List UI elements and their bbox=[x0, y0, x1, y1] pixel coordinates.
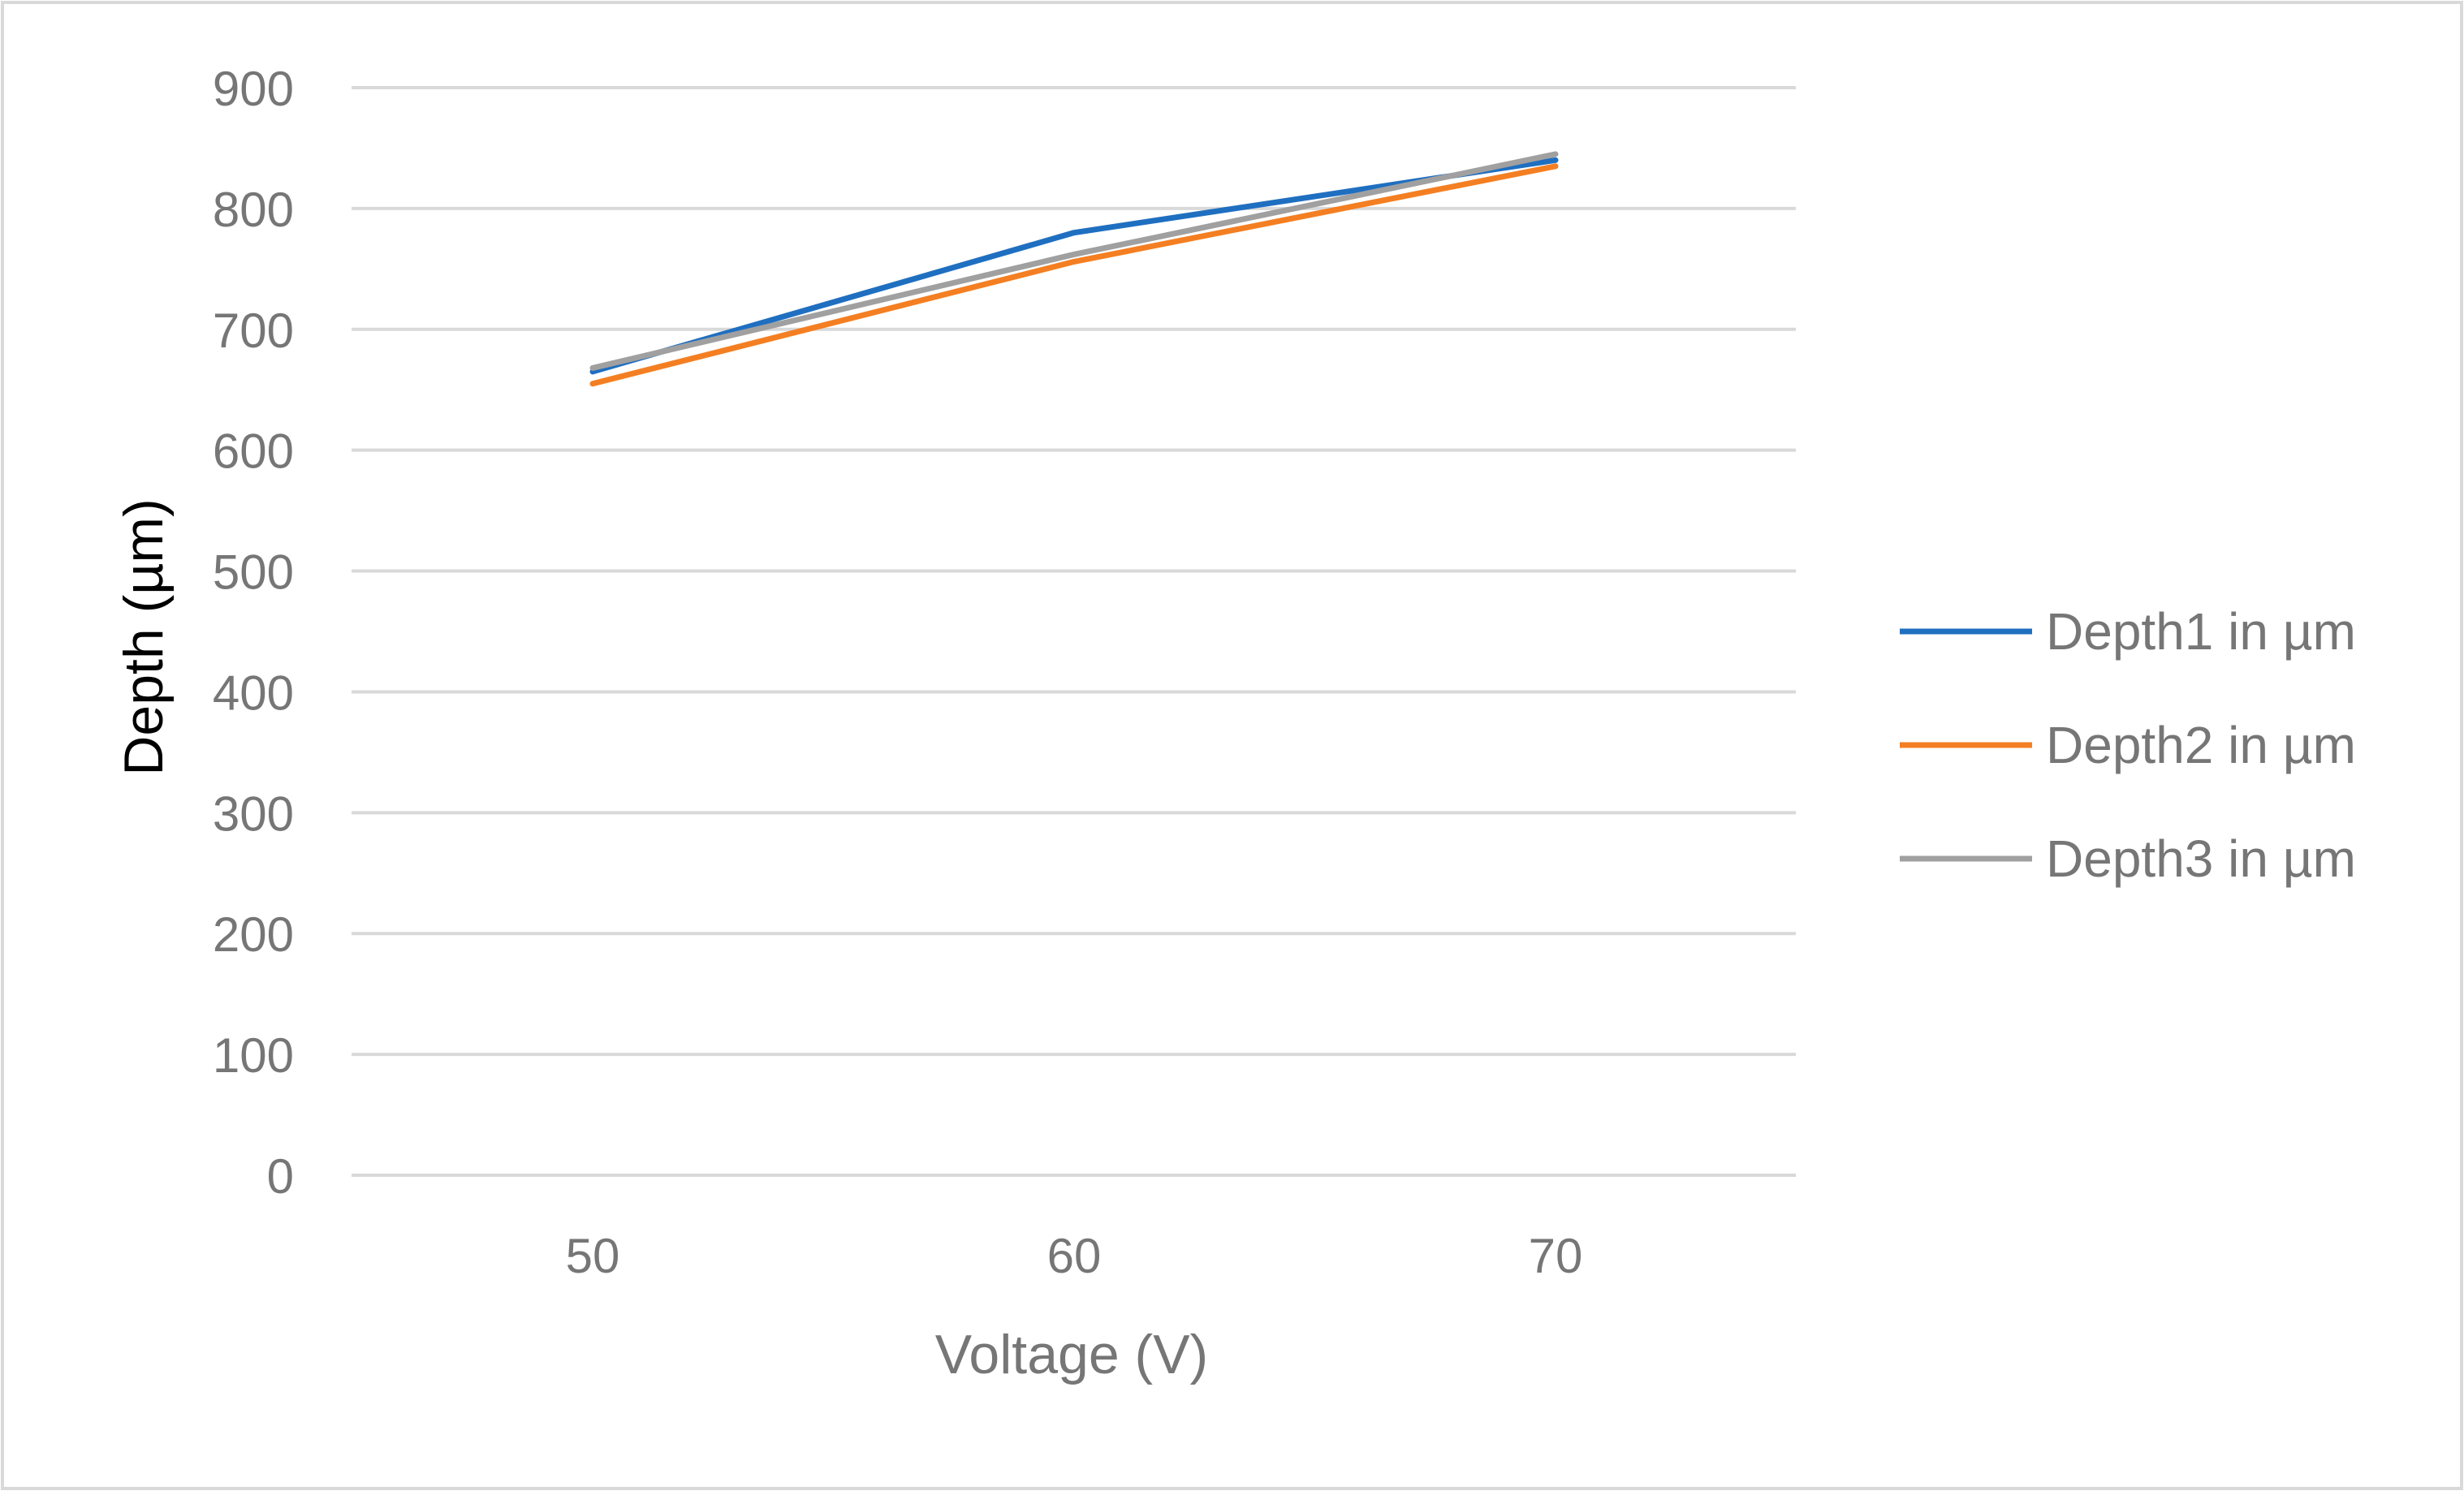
y-tick-label: 500 bbox=[213, 545, 294, 600]
y-tick-label: 200 bbox=[213, 907, 294, 962]
x-tick-label: 50 bbox=[566, 1229, 620, 1283]
y-tick-label: 300 bbox=[213, 786, 294, 841]
y-tick-label: 900 bbox=[213, 62, 294, 116]
legend-label: Depth3 in µm bbox=[2046, 829, 2356, 888]
legend-label: Depth2 in µm bbox=[2046, 716, 2356, 774]
y-tick-label: 600 bbox=[213, 424, 294, 479]
legend-label: Depth1 in µm bbox=[2046, 602, 2356, 661]
y-tick-label: 700 bbox=[213, 304, 294, 358]
x-axis-title: Voltage (V) bbox=[935, 1324, 1208, 1385]
x-tick-label: 70 bbox=[1529, 1229, 1583, 1283]
y-axis-title: Depth (µm) bbox=[113, 498, 175, 775]
y-tick-label: 0 bbox=[267, 1149, 294, 1204]
y-tick-label: 100 bbox=[213, 1028, 294, 1083]
y-tick-label: 800 bbox=[213, 183, 294, 237]
x-tick-label: 60 bbox=[1047, 1229, 1102, 1283]
y-tick-label: 400 bbox=[213, 666, 294, 720]
